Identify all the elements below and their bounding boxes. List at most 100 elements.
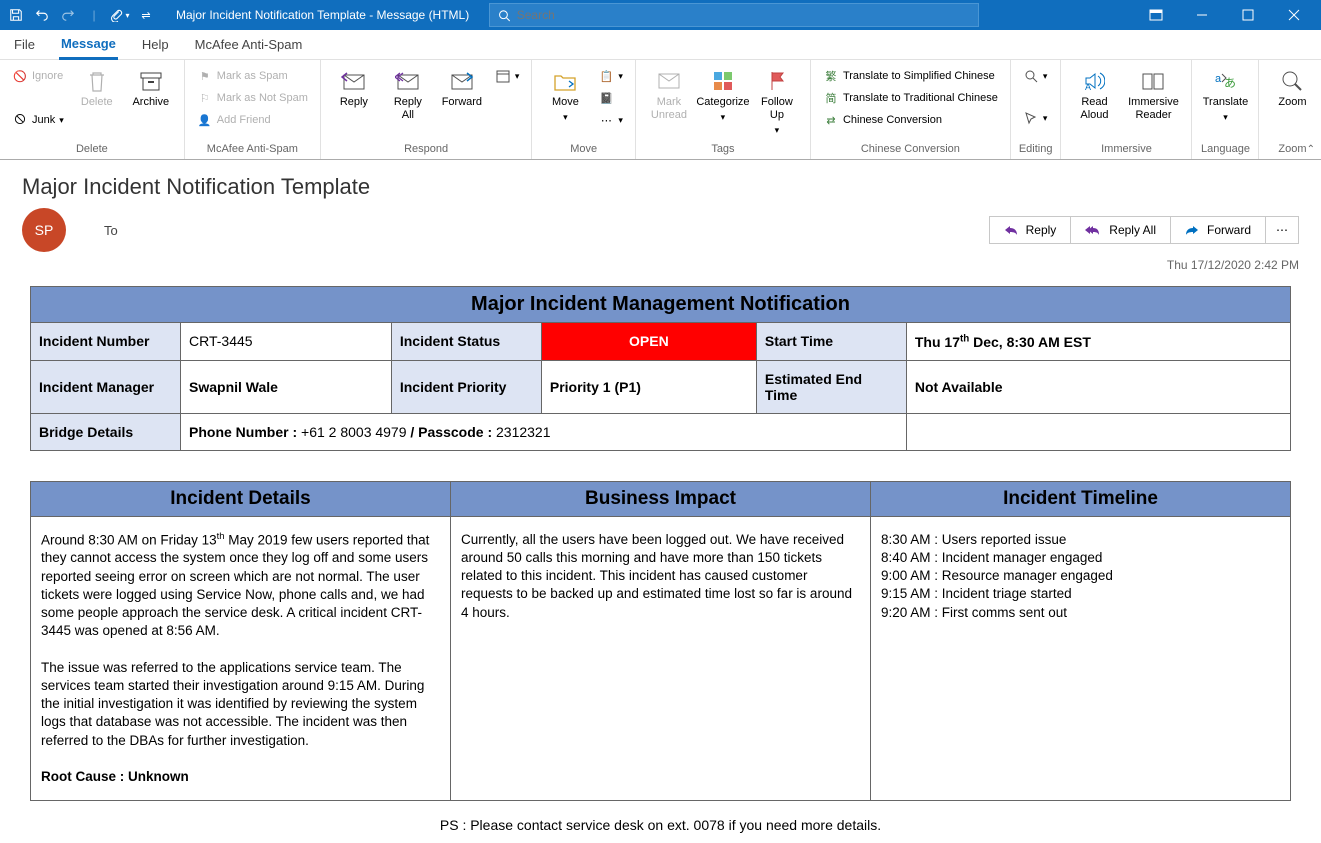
ribbon-group-tags: Mark Unread Categorize Follow Up Tags [636, 60, 811, 159]
reply-button[interactable]: Reply [989, 216, 1072, 244]
search-box[interactable] [489, 3, 979, 27]
ribbon-group-respond: Reply Reply All Forward ▾ Respond [321, 60, 533, 159]
svg-text:a: a [1215, 73, 1222, 85]
group-label-editing: Editing [1019, 141, 1053, 159]
chinese-conversion-button[interactable]: ⇄ Chinese Conversion [819, 110, 1002, 130]
categorize-label: Categorize [696, 96, 749, 109]
ps-note: PS : Please contact service desk on ext.… [30, 817, 1291, 833]
received-datetime: Thu 17/12/2020 2:42 PM [22, 258, 1299, 272]
ignore-icon: 🚫 [12, 68, 28, 84]
reply-all-arrow-icon [1085, 224, 1101, 236]
ribbon-group-chinese: 繁Translate to Simplified Chinese 简Transl… [811, 60, 1011, 159]
label-incident-priority: Incident Priority [391, 360, 541, 413]
reply-all-ribbon-button[interactable]: Reply All [383, 64, 433, 126]
tab-mcafee[interactable]: McAfee Anti-Spam [193, 30, 305, 60]
email-body: Major Incident Management Notification I… [0, 278, 1321, 843]
spam-icon: ⚑ [197, 68, 213, 84]
redo-icon[interactable] [56, 3, 80, 27]
maximize-button[interactable] [1225, 0, 1271, 30]
collapse-ribbon-icon[interactable]: ⌃ [1307, 144, 1315, 155]
rules-icon: 📋 [598, 68, 614, 84]
value-incident-status: OPEN [541, 323, 756, 361]
onenote-icon: 📓 [598, 90, 614, 106]
reply-ribbon-button[interactable]: Reply [329, 64, 379, 113]
book-icon [1140, 68, 1166, 94]
reply-all-button[interactable]: Reply All [1071, 216, 1171, 244]
sender-avatar: SP [22, 208, 66, 252]
translate-icon: aあ [1212, 68, 1238, 94]
mark-unread-button[interactable]: Mark Unread [644, 64, 694, 126]
translate-traditional-button[interactable]: 简Translate to Traditional Chinese [819, 88, 1002, 108]
meeting-button[interactable]: ▾ [491, 66, 524, 86]
conversion-label: Chinese Conversion [843, 114, 942, 126]
search-input[interactable] [517, 8, 971, 22]
label-start-time: Start Time [756, 323, 906, 361]
group-label-immersive: Immersive [1069, 141, 1183, 159]
envelope-icon [656, 68, 682, 94]
move-button[interactable]: Move [540, 64, 590, 128]
reply-all-icon [395, 68, 421, 94]
ribbon-group-editing: ▾ ▾ Editing [1011, 60, 1062, 159]
translate-button[interactable]: aあTranslate [1200, 64, 1250, 128]
zoom-button[interactable]: Zoom [1267, 64, 1317, 113]
value-incident-number: CRT-3445 [181, 323, 392, 361]
select-button[interactable]: ▾ [1019, 108, 1052, 128]
immersive-reader-button[interactable]: Immersive Reader [1123, 64, 1183, 126]
rules-button[interactable]: 📋▾ [594, 66, 627, 86]
onenote-button[interactable]: 📓 [594, 88, 627, 108]
follow-up-label: Follow Up [761, 96, 793, 122]
mark-not-spam-button[interactable]: ⚐Mark as Not Spam [193, 88, 312, 108]
mark-spam-button[interactable]: ⚑ Mark as Spam [193, 66, 312, 86]
incident-banner: Major Incident Management Notification [31, 287, 1291, 323]
tab-message[interactable]: Message [59, 30, 118, 60]
move-label: Move [552, 96, 579, 109]
incident-details-cell: Around 8:30 AM on Friday 13th May 2019 f… [31, 516, 451, 801]
categorize-button[interactable]: Categorize [698, 64, 748, 128]
ribbon-group-language: aあTranslate Language [1192, 60, 1259, 159]
more-actions-button[interactable]: ⋯ [1266, 216, 1299, 244]
tab-help[interactable]: Help [140, 30, 171, 60]
timeline-entry: 9:00 AM : Resource manager engaged [881, 567, 1280, 585]
label-incident-number: Incident Number [31, 323, 181, 361]
group-label-delete: Delete [8, 141, 176, 159]
mark-spam-label: Mark as Spam [217, 70, 288, 82]
close-button[interactable] [1271, 0, 1317, 30]
minimize-button[interactable] [1179, 0, 1225, 30]
group-label-chinese: Chinese Conversion [819, 141, 1002, 159]
read-aloud-label: Read Aloud [1080, 96, 1108, 122]
read-aloud-button[interactable]: ARead Aloud [1069, 64, 1119, 126]
delete-button[interactable]: Delete [72, 64, 122, 113]
junk-button[interactable]: 🛇Junk [8, 110, 68, 130]
translate-t-icon: 简 [823, 90, 839, 106]
archive-label: Archive [132, 96, 169, 109]
reply-arrow-icon [1004, 224, 1018, 236]
archive-button[interactable]: Archive [126, 64, 176, 113]
group-label-language: Language [1200, 141, 1250, 159]
forward-arrow-icon [1185, 224, 1199, 236]
speaker-icon: A [1081, 68, 1107, 94]
undo-icon[interactable] [30, 3, 54, 27]
col-impact-header: Business Impact [451, 481, 871, 516]
follow-up-button[interactable]: Follow Up [752, 64, 802, 141]
group-label-tags: Tags [644, 141, 802, 159]
save-icon[interactable] [4, 3, 28, 27]
add-friend-button[interactable]: 👤Add Friend [193, 110, 312, 130]
junk-icon: 🛇 [12, 112, 28, 128]
reply-label: Reply [340, 96, 368, 109]
window-title: Major Incident Notification Template - M… [176, 8, 469, 22]
conversion-icon: ⇄ [823, 112, 839, 128]
forward-button[interactable]: Forward [1171, 216, 1266, 244]
ignore-label: Ignore [32, 70, 63, 82]
forward-ribbon-button[interactable]: Forward [437, 64, 487, 113]
col-details-header: Incident Details [31, 481, 451, 516]
reply-all-label: Reply All [394, 96, 422, 122]
customize-qat-icon[interactable]: ⇌ [134, 3, 158, 27]
qat-separator: | [82, 3, 106, 27]
ribbon-display-icon[interactable] [1133, 0, 1179, 30]
translate-simplified-button[interactable]: 繁Translate to Simplified Chinese [819, 66, 1002, 86]
attach-icon[interactable]: ▾ [108, 3, 132, 27]
tab-file[interactable]: File [12, 30, 37, 60]
ignore-button[interactable]: 🚫 Ignore [8, 66, 68, 86]
actions-button[interactable]: ⋯▾ [594, 110, 627, 130]
find-button[interactable]: ▾ [1019, 66, 1052, 86]
